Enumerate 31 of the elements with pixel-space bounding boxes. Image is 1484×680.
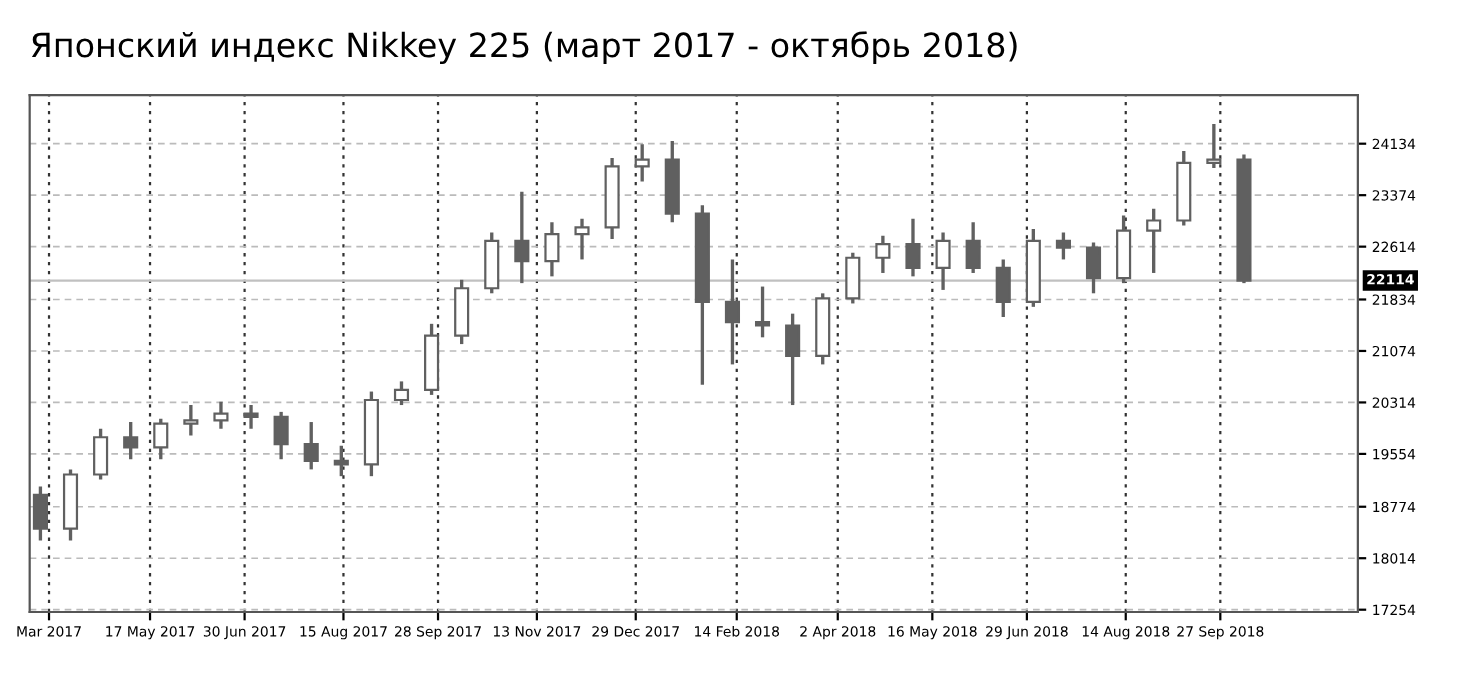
candlestick (123, 422, 139, 460)
candlestick (333, 445, 349, 477)
candlestick (574, 218, 590, 260)
candlestick (303, 422, 319, 470)
candlestick (905, 218, 921, 277)
chart-title: Японский индекс Nikkey 225 (март 2017 - октябрь 2018) (31, 31, 1017, 65)
candlestick (634, 144, 650, 182)
candlestick (875, 235, 891, 273)
candlestick (454, 279, 470, 345)
candlestick (1206, 124, 1222, 168)
candlestick (1085, 242, 1102, 294)
candlestick (965, 222, 981, 273)
candlestick (393, 381, 410, 406)
candlestick (785, 313, 801, 406)
candlestick (1116, 215, 1132, 284)
candlestick (153, 418, 169, 460)
candlestick (514, 191, 530, 284)
candlestick (183, 405, 199, 436)
candlestick (754, 286, 771, 338)
candlestick (995, 259, 1011, 317)
candlestick (273, 411, 289, 460)
candlestick (243, 405, 259, 429)
candlestick (1055, 232, 1071, 260)
candlestick (93, 428, 109, 480)
candlestick (1146, 208, 1162, 273)
candlestick (935, 232, 951, 290)
candlestick (845, 252, 861, 304)
candlestick (544, 222, 560, 277)
candlestick (213, 401, 229, 429)
candlestick (724, 259, 741, 365)
candlestick (484, 232, 500, 294)
